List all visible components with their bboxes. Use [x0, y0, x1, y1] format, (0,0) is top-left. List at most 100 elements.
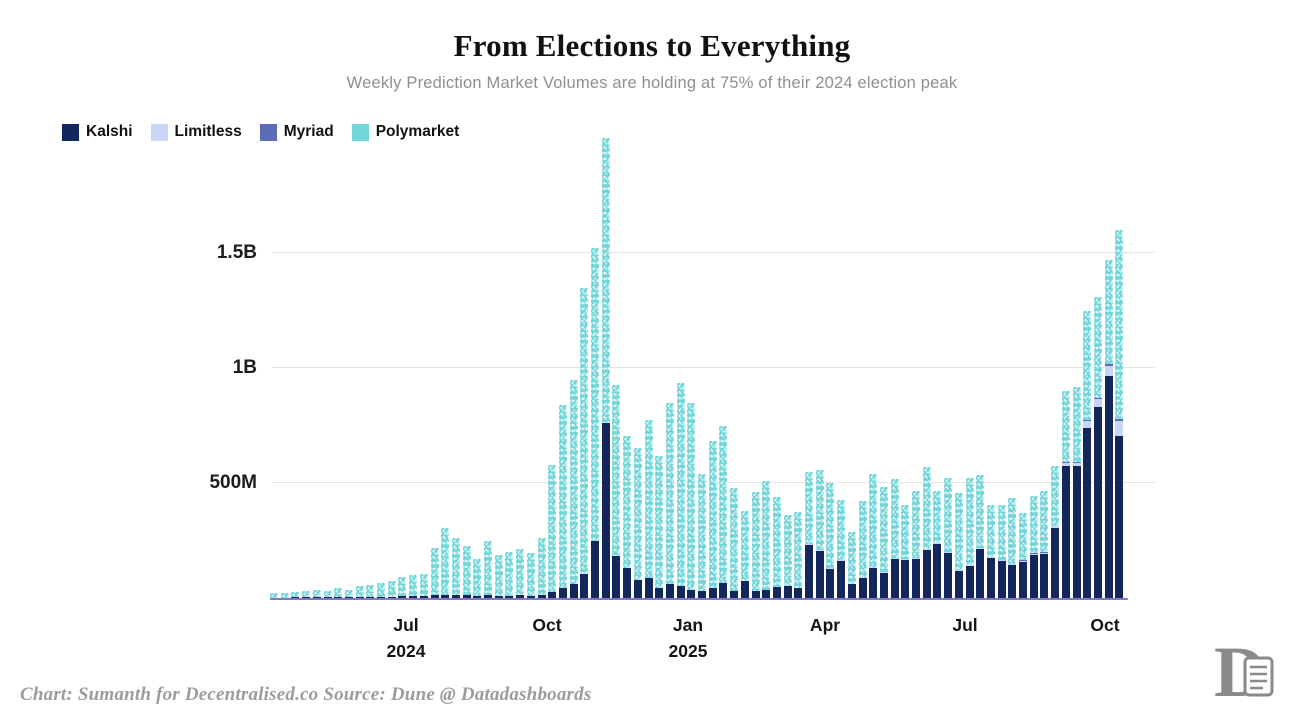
bar-segment-limitless	[805, 544, 813, 546]
stacked-bar-week-30	[580, 287, 589, 598]
x-tick-label: Jan 2025	[668, 615, 708, 661]
stacked-bar-week-64	[944, 477, 953, 598]
bar-segment-kalshi	[869, 568, 878, 598]
bar-segment-kalshi	[312, 597, 321, 598]
bar-segment-polymarket	[280, 592, 289, 598]
bar-segment-kalshi	[719, 583, 728, 598]
polymarket-swatch-icon	[351, 123, 369, 141]
bar-segment-polymarket	[409, 575, 418, 597]
bar-segment-limitless	[1072, 462, 1081, 466]
x-tick-label: Jul 2024	[386, 615, 426, 661]
stacked-bar-week-70	[1008, 497, 1017, 598]
stacked-bar-week-72	[1029, 496, 1038, 598]
bar-segment-polymarket	[623, 436, 632, 569]
bar-segment-kalshi	[377, 596, 385, 598]
bar-segment-limitless	[1008, 563, 1017, 566]
stacked-bar-week-6	[323, 591, 332, 598]
bar-segment-limitless	[922, 548, 931, 550]
bar-segment-kalshi	[944, 552, 953, 598]
bar-segment-kalshi	[858, 578, 867, 598]
x-tick-label: Jul	[952, 615, 978, 635]
stacked-bar-week-71	[1019, 512, 1027, 598]
bar-segment-kalshi	[986, 557, 995, 598]
gridline-1B	[272, 367, 1155, 368]
bar-segment-limitless	[1029, 553, 1038, 555]
stacked-bar-week-17	[441, 528, 450, 598]
stacked-bar-week-45	[740, 511, 749, 598]
bar-segment-myriad	[1083, 419, 1092, 422]
bar-segment-limitless	[944, 551, 953, 553]
bar-segment-polymarket	[847, 532, 856, 584]
stacked-bar-week-29	[569, 379, 578, 598]
bar-segment-polymarket	[270, 593, 278, 598]
stacked-bar-week-12	[387, 581, 396, 598]
bar-segment-polymarket	[997, 505, 1006, 560]
stacked-bar-week-18	[451, 538, 460, 598]
bar-segment-kalshi	[1008, 565, 1017, 598]
stacked-bar-week-4	[302, 591, 311, 598]
bar-segment-kalshi	[526, 595, 535, 598]
stacked-bar-week-76	[1072, 386, 1081, 598]
bar-segment-polymarket	[1072, 386, 1081, 462]
bar-segment-kalshi	[762, 589, 771, 598]
stacked-bar-week-25	[526, 552, 535, 598]
bar-segment-kalshi	[1061, 465, 1070, 598]
bar-segment-kalshi	[291, 597, 300, 598]
bar-segment-limitless	[1093, 399, 1102, 408]
stacked-bar-week-39	[676, 382, 685, 598]
bar-segment-kalshi	[473, 595, 482, 598]
bar-segment-kalshi	[954, 571, 963, 598]
bar-segment-polymarket	[730, 488, 739, 592]
bar-segment-kalshi	[933, 543, 942, 598]
bar-segment-kalshi	[805, 545, 813, 598]
bar-segment-polymarket	[462, 546, 471, 596]
bar-segment-kalshi	[580, 573, 589, 598]
stacked-bar-week-7	[334, 588, 343, 598]
bar-segment-kalshi	[965, 566, 974, 598]
stacked-bar-week-52	[815, 469, 824, 598]
stacked-bar-week-41	[698, 474, 706, 598]
stacked-bar-week-56	[858, 500, 867, 598]
stacked-bar-week-49	[783, 514, 792, 598]
bar-segment-myriad	[1093, 397, 1102, 400]
bar-segment-polymarket	[1029, 496, 1038, 554]
stacked-bar-week-42	[708, 440, 717, 598]
bar-segment-limitless	[997, 559, 1006, 561]
bar-segment-kalshi	[847, 583, 856, 598]
bar-segment-kalshi	[1072, 465, 1081, 598]
stacked-bar-week-2	[280, 592, 289, 598]
bar-segment-polymarket	[762, 480, 771, 590]
bar-segment-polymarket	[612, 385, 621, 556]
bar-segment-polymarket	[879, 486, 888, 573]
legend-label: Myriad	[283, 123, 334, 140]
bar-segment-kalshi	[772, 586, 781, 598]
bar-segment-polymarket	[430, 548, 439, 596]
bar-segment-limitless	[933, 542, 942, 544]
bar-segment-polymarket	[366, 584, 375, 597]
bar-segment-kalshi	[1093, 407, 1102, 598]
bar-segment-polymarket	[740, 511, 749, 581]
bar-segment-kalshi	[922, 549, 931, 598]
stacked-bar-week-21	[484, 540, 492, 598]
bar-segment-polymarket	[901, 505, 910, 560]
stacked-bar-week-40	[687, 402, 696, 598]
bar-segment-kalshi	[676, 586, 685, 598]
stacked-bar-week-36	[644, 420, 653, 598]
stacked-bar-week-67	[976, 474, 985, 598]
bar-segment-kalshi	[901, 560, 910, 598]
bar-segment-polymarket	[494, 555, 503, 596]
stacked-bar-week-63	[933, 491, 942, 598]
bar-segment-polymarket	[1104, 259, 1113, 365]
bar-segment-limitless	[879, 572, 888, 573]
bar-segment-kalshi	[826, 569, 835, 598]
bar-segment-polymarket	[580, 287, 589, 574]
myriad-swatch-icon	[259, 123, 277, 141]
stacked-bar-week-35	[633, 448, 642, 598]
bar-segment-polymarket	[687, 402, 696, 590]
legend: Kalshi Limitless Myriad Polymarket	[62, 123, 459, 141]
kalshi-swatch-icon	[62, 123, 79, 141]
stacked-bar-week-58	[879, 486, 888, 598]
stacked-bar-week-27	[548, 464, 557, 598]
bar-segment-limitless	[1104, 366, 1113, 377]
bar-segment-kalshi	[837, 560, 846, 598]
